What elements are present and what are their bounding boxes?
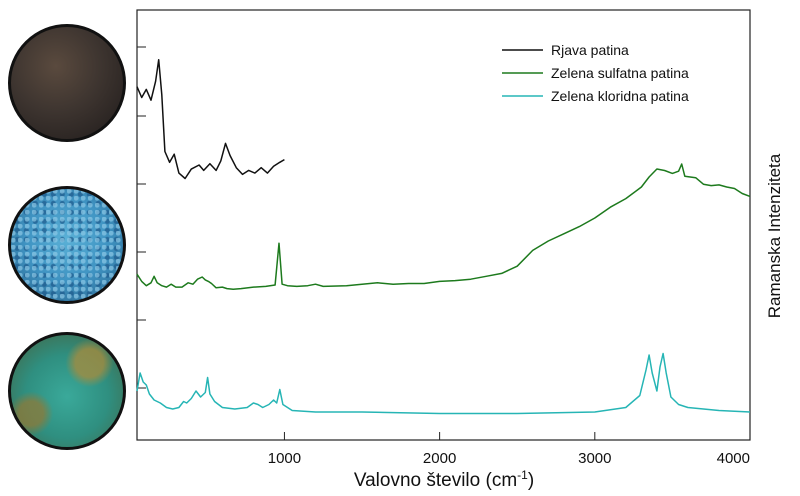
green-sulfate-patina-sample-photo bbox=[8, 186, 126, 304]
legend-label: Zelena kloridna patina bbox=[551, 88, 689, 104]
green-chloride-patina-sample-photo bbox=[8, 332, 126, 450]
series-line-zelena-sulfatna-patina bbox=[136, 163, 751, 291]
x-tick-label: 4000 bbox=[717, 450, 750, 467]
series-line-rjava-patina bbox=[136, 58, 285, 180]
legend-label: Rjava patina bbox=[551, 42, 629, 58]
x-tick-label: 1000 bbox=[268, 450, 301, 467]
legend: Rjava patina Zelena sulfatna patina Zele… bbox=[502, 42, 689, 104]
brown-patina-sample-photo bbox=[8, 24, 126, 142]
y-axis-label: Ramanska Intenziteta bbox=[765, 153, 784, 318]
legend-label: Zelena sulfatna patina bbox=[551, 65, 689, 81]
x-tick-label: 2000 bbox=[423, 450, 456, 467]
plot-frame bbox=[136, 9, 751, 441]
x-axis-label: Valovno število (cm-1) bbox=[354, 468, 534, 491]
x-tick-label: 3000 bbox=[578, 450, 611, 467]
series-line-zelena-kloridna-patina bbox=[136, 352, 751, 415]
